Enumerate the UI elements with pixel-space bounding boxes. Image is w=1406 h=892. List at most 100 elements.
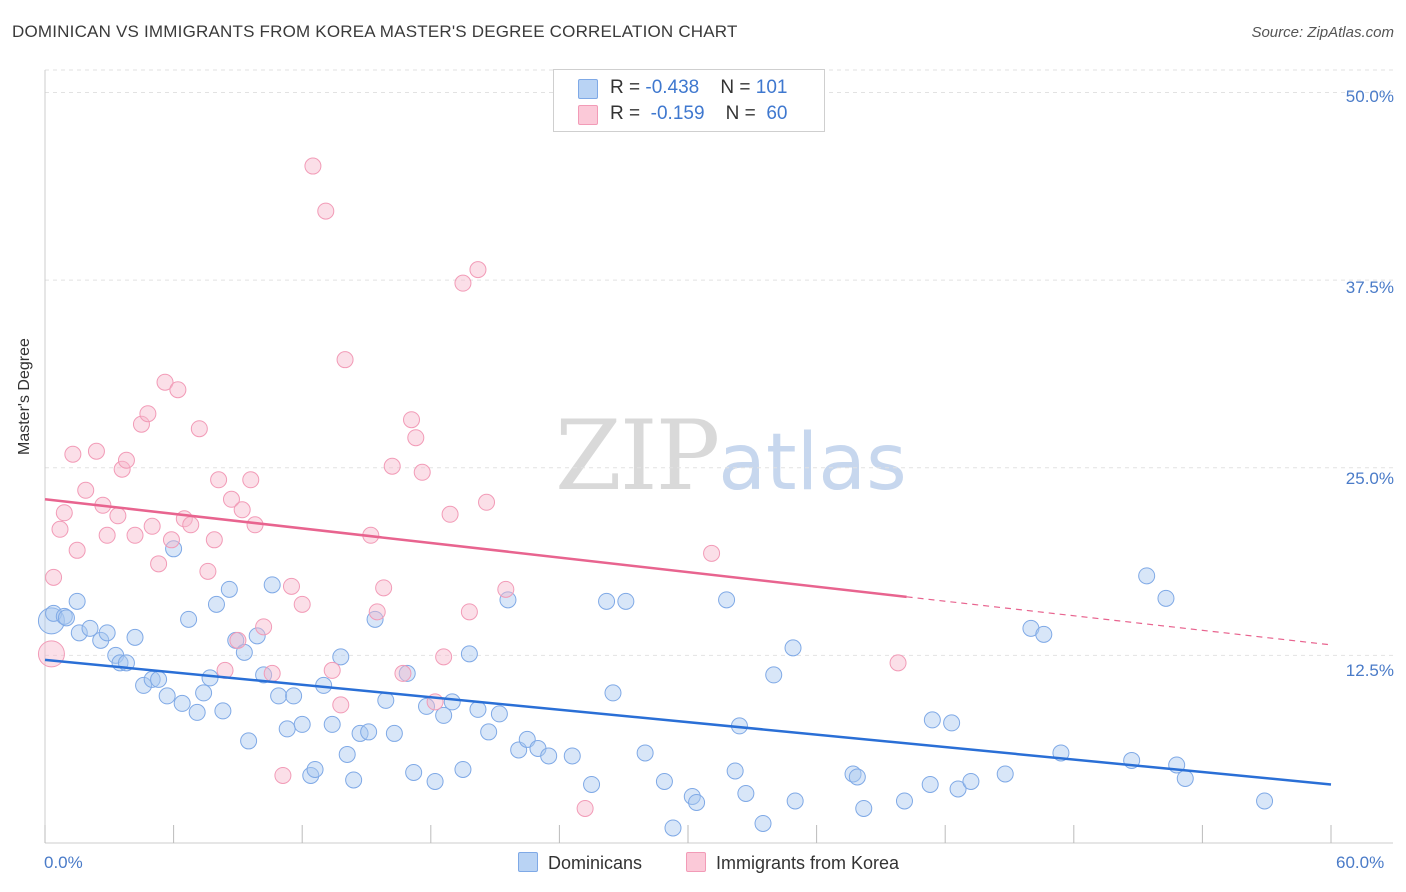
dominicans-point [996,765,1014,783]
korea-point [55,504,73,522]
dominicans-point [285,687,303,705]
dominicans-point [949,780,967,798]
dominicans-point [490,705,508,723]
korea-point [255,618,273,636]
korea-point [242,471,260,489]
dominicans-point [214,702,232,720]
dominicans-point [135,676,153,694]
korea-point [332,696,350,714]
dominicans-point [173,694,191,712]
korea-point [150,555,168,573]
korea-point [190,420,208,438]
dominicans-point [45,604,63,622]
dominicans-point [726,762,744,780]
dominicans-point [718,591,736,609]
korea-point [375,579,393,597]
korea-point [703,544,721,562]
dominicans-point [240,732,258,750]
korea-point [413,463,431,481]
dominicans-point [398,664,416,682]
bottom-legend-swatch-dominicans [518,852,538,872]
korea-point [156,373,174,391]
dominicans-point [737,784,755,802]
dominicans-point [70,624,88,642]
dominicans-point [848,768,866,786]
dominicans-point [220,580,238,598]
korea-point [199,562,217,580]
korea-trend-line [44,498,907,599]
dominicans-trend-line [44,658,1332,786]
korea-point [222,490,240,508]
korea-point [403,411,421,429]
korea-point [77,481,95,499]
dominicans-point [754,814,772,832]
korea-point [304,157,322,175]
korea-point [169,381,187,399]
dominicans-point [270,687,288,705]
dominicans-point [248,627,266,645]
y-tick-label-12-5: 12.5% [1345,661,1394,680]
dominicans-point [469,700,487,718]
dominicans-point [418,697,436,715]
dominicans-point [150,670,168,688]
legend-r-label: R = [610,77,646,98]
dominicans-point [81,619,99,637]
dominicans-point [583,775,601,793]
korea-point [162,531,180,549]
dominicans-point [57,609,75,627]
korea-point [441,505,459,523]
korea-point [210,471,228,489]
chart-title: DOMINICAN VS IMMIGRANTS FROM KOREA MASTE… [12,22,738,41]
x-tick-label-min: 0.0% [44,853,83,872]
dominicans-point [636,744,654,762]
dominicans-point [655,772,673,790]
korea-point [109,507,127,525]
dominicans-point [786,792,804,810]
bottom-legend-dominicans: Dominicans [518,852,642,874]
dominicans-point [683,787,701,805]
dominicans-point [784,639,802,657]
x-tick-label-max: 60.0% [1336,853,1385,872]
watermark: ZIPatlas [555,400,907,512]
dominicans-point [126,628,144,646]
korea-point [205,531,223,549]
korea-point [383,457,401,475]
dominicans-point [278,720,296,738]
legend-r-value: -0.159 [650,103,705,124]
dominicans-point [499,591,517,609]
korea-point [889,654,907,672]
legend-n-value: 60 [766,103,788,124]
legend-n-label: N = [725,103,762,124]
dominicans-point [435,706,453,724]
dominicans-point [345,771,363,789]
dominicans-point [540,747,558,765]
korea-point [233,501,251,519]
dominicans-point [923,711,941,729]
dominicans-point [293,715,311,733]
korea-point [132,415,150,433]
watermark-zip: ZIP [555,400,720,512]
dominicans-point [1256,792,1274,810]
korea-point [435,648,453,666]
dominicans-point [426,772,444,790]
dominicans-point [405,763,423,781]
legend-r-value: -0.438 [645,77,700,98]
korea-point [139,405,157,423]
korea-point [98,526,116,544]
dominicans-point [855,799,873,817]
dominicans-point [385,724,403,742]
dominicans-point [563,747,581,765]
dominicans-point [895,792,913,810]
legend-swatch-korea [578,105,598,125]
dominicans-point [921,775,939,793]
korea-point [394,664,412,682]
dominicans-point [377,691,395,709]
dominicans-point [306,760,324,778]
dominicans-point [360,723,378,741]
korea-point [460,603,478,621]
korea-point [64,445,82,463]
dominicans-point [1176,769,1194,787]
dominicans-point [351,724,369,742]
bottom-legend-swatch-korea [686,852,706,872]
dominicans-point [1138,567,1156,585]
